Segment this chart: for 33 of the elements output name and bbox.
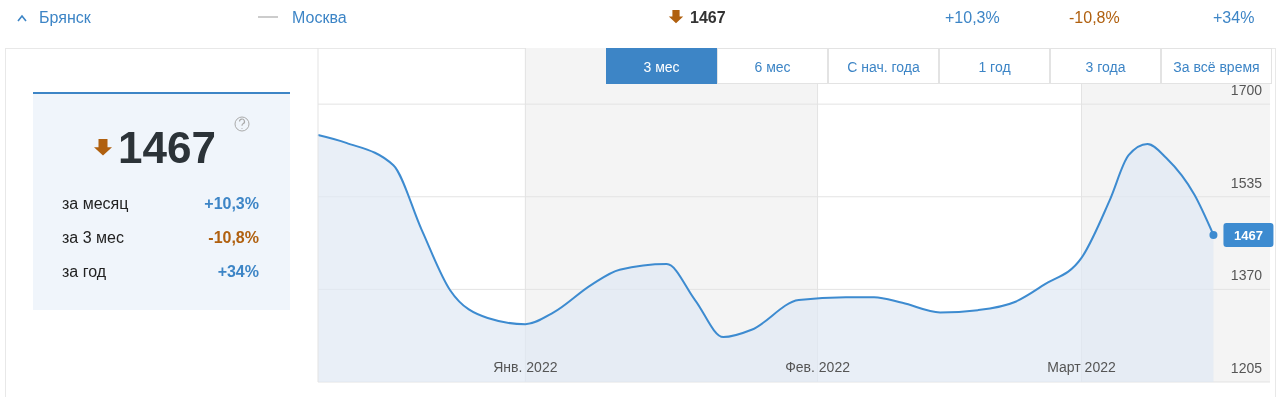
annotation: 3 года <box>1085 59 1126 75</box>
annotation: 6 мес <box>754 59 791 75</box>
period-button: 1 год <box>939 48 1050 84</box>
x-tick-label: Янв. 2022 <box>493 359 558 375</box>
annotation: За всё время <box>1173 59 1260 75</box>
text: -10,8% <box>208 229 259 246</box>
period-button: 3 года <box>1050 48 1161 84</box>
annotation: 1 год <box>978 59 1011 75</box>
x-tick-label: Фев. 2022 <box>785 359 851 375</box>
text: -10,8% <box>1069 9 1120 26</box>
text: 1467 <box>118 123 216 172</box>
annotation: С нач. года <box>847 59 920 75</box>
y-tick-label: 1370 <box>1230 267 1263 284</box>
text: +10,3% <box>945 9 1000 26</box>
text: +10,3% <box>204 195 259 212</box>
text: +34% <box>217 263 259 280</box>
text: Брянск <box>39 9 92 26</box>
text: за 3 мес <box>62 229 124 246</box>
annotation: 1467 <box>1233 227 1263 243</box>
y-tick-label: 1535 <box>1230 174 1263 191</box>
annotation: 3 мес <box>643 59 680 75</box>
text: +34% <box>1213 9 1255 26</box>
text: 1467 <box>690 9 726 26</box>
period-button: С нач. года <box>828 48 939 84</box>
x-tick-label: Март 2022 <box>1047 359 1116 375</box>
period-button: 6 мес <box>717 48 828 84</box>
period-button: 3 мес <box>606 48 717 84</box>
text: за год <box>62 263 107 280</box>
y-tick-label: 1700 <box>1230 82 1263 99</box>
text: Москва <box>292 9 347 26</box>
period-button: За всё время <box>1161 48 1272 84</box>
y-tick-label: 1205 <box>1230 360 1263 376</box>
text: за месяц <box>62 195 129 212</box>
